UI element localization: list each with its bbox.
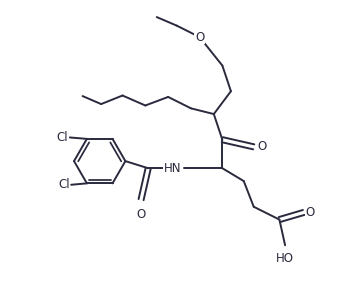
Text: HN: HN	[164, 162, 182, 175]
Text: O: O	[136, 208, 146, 221]
Text: O: O	[257, 140, 266, 153]
Text: Cl: Cl	[57, 131, 68, 144]
Text: O: O	[305, 206, 315, 219]
Text: O: O	[195, 31, 204, 43]
Text: HO: HO	[276, 251, 294, 265]
Text: Cl: Cl	[58, 178, 70, 191]
